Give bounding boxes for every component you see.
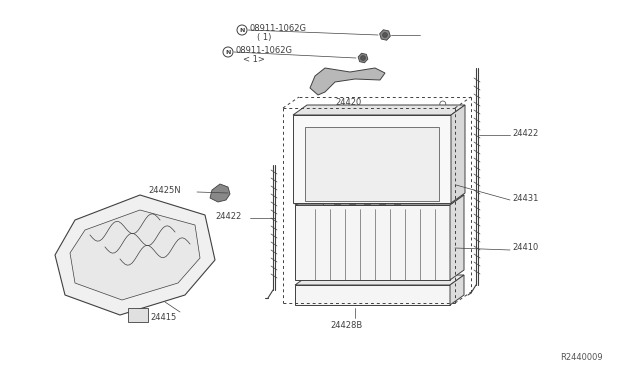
Polygon shape <box>364 196 370 204</box>
Polygon shape <box>310 68 385 95</box>
Circle shape <box>314 80 321 87</box>
Text: 24420: 24420 <box>335 97 361 106</box>
Polygon shape <box>394 196 400 204</box>
Circle shape <box>369 71 376 77</box>
Polygon shape <box>450 275 464 305</box>
Polygon shape <box>379 196 385 204</box>
Text: 24422: 24422 <box>512 128 538 138</box>
Text: 24410: 24410 <box>512 244 538 253</box>
Polygon shape <box>55 195 215 315</box>
Polygon shape <box>128 308 148 322</box>
Polygon shape <box>293 115 451 203</box>
Text: 24422: 24422 <box>215 212 241 221</box>
Text: < 1>: < 1> <box>243 55 265 64</box>
Polygon shape <box>295 205 450 280</box>
Polygon shape <box>349 196 355 204</box>
Text: 24425N: 24425N <box>148 186 180 195</box>
Text: ( 1): ( 1) <box>257 32 271 42</box>
Circle shape <box>383 32 387 38</box>
Polygon shape <box>451 105 465 203</box>
Text: N: N <box>239 28 244 32</box>
Text: 24428B: 24428B <box>330 321 362 330</box>
Polygon shape <box>305 127 439 201</box>
Polygon shape <box>70 210 200 300</box>
Polygon shape <box>297 197 323 205</box>
Text: 24431: 24431 <box>512 193 538 202</box>
Text: 08911-1062G: 08911-1062G <box>249 23 306 32</box>
Polygon shape <box>293 105 465 115</box>
Polygon shape <box>450 195 464 280</box>
Polygon shape <box>295 275 464 285</box>
Polygon shape <box>295 195 464 205</box>
Text: R2440009: R2440009 <box>560 353 603 362</box>
Text: 08911-1062G: 08911-1062G <box>235 45 292 55</box>
Polygon shape <box>334 196 340 204</box>
Polygon shape <box>210 184 230 202</box>
Text: N: N <box>225 49 230 55</box>
Text: 24415: 24415 <box>150 314 176 323</box>
Circle shape <box>360 55 365 61</box>
Polygon shape <box>295 285 450 305</box>
